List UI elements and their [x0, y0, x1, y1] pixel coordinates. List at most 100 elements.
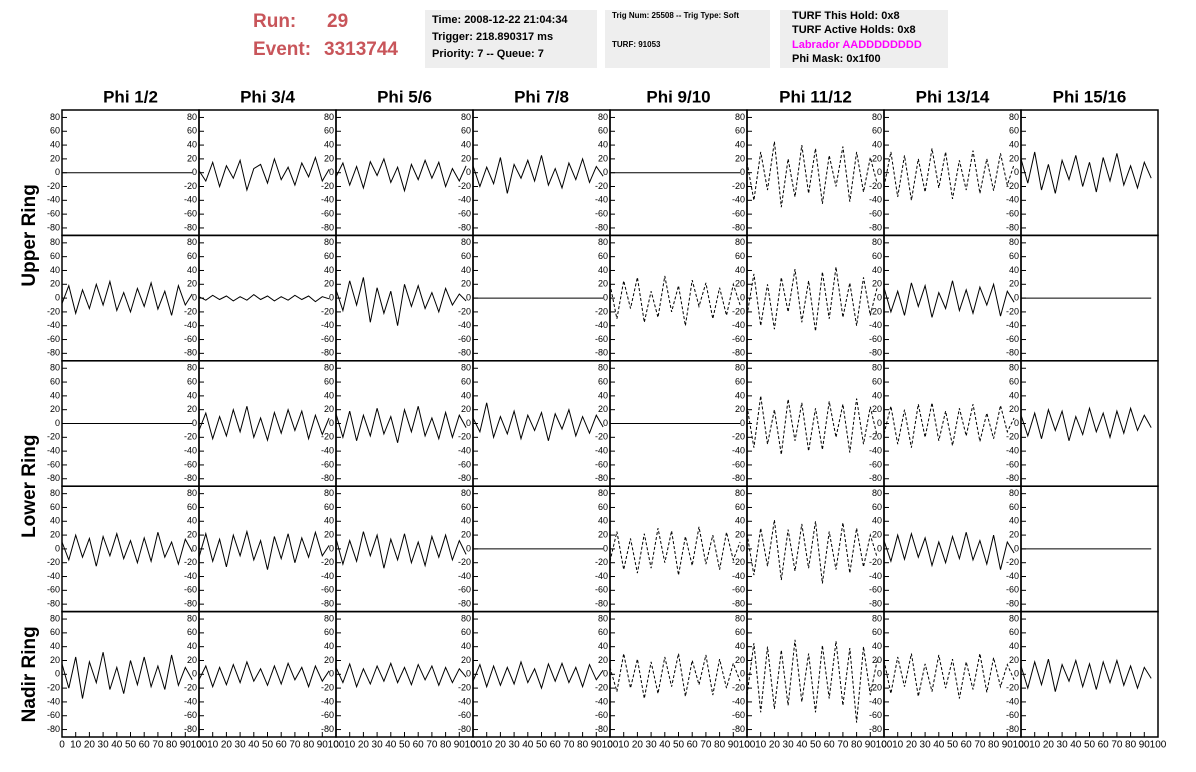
y-tick-label: 40	[461, 390, 471, 400]
waveform	[61, 279, 193, 316]
y-tick-label: 0	[877, 418, 882, 428]
waveform	[746, 519, 878, 584]
y-tick-label: -60	[321, 209, 334, 219]
panel-frame	[746, 360, 885, 487]
y-tick-label: 0	[740, 292, 745, 302]
y-tick-label: -60	[732, 334, 745, 344]
y-tick-label: 0	[329, 669, 334, 679]
y-tick-label: -20	[732, 682, 745, 692]
y-tick-label: 40	[735, 641, 745, 651]
y-tick-label: -60	[732, 209, 745, 219]
y-tick-label: -60	[458, 334, 471, 344]
y-tick-label: -60	[869, 710, 882, 720]
y-tick-label: 60	[187, 126, 197, 136]
panel-frame	[198, 610, 337, 738]
y-tick-label: 0	[603, 669, 608, 679]
y-tick-label: -80	[595, 222, 608, 232]
y-tick-label: 20	[872, 279, 882, 289]
panel-frame	[335, 109, 474, 237]
y-tick-label: 20	[187, 529, 197, 539]
y-tick-label: 80	[461, 363, 471, 373]
x-tick-label: 10	[755, 740, 767, 751]
y-tick-label: 60	[324, 502, 334, 512]
panel-frame	[1020, 610, 1159, 738]
y-tick-label: 80	[187, 363, 197, 373]
y-tick-label: 0	[740, 167, 745, 177]
x-tick-label: 100	[1013, 740, 1030, 751]
y-tick-label: 60	[735, 502, 745, 512]
y-tick-label: -60	[595, 209, 608, 219]
y-tick-label: -40	[321, 320, 334, 330]
x-tick-label: 30	[98, 740, 110, 751]
y-tick-label: 20	[324, 279, 334, 289]
y-tick-label: -60	[869, 334, 882, 344]
y-tick-label: 20	[1009, 529, 1019, 539]
x-tick-label: 20	[632, 740, 644, 751]
x-tick-label: 50	[125, 740, 137, 751]
waveform	[883, 148, 1015, 201]
y-tick-label: -80	[869, 222, 882, 232]
y-tick-label: 20	[324, 153, 334, 163]
x-tick-label: 0	[744, 740, 750, 751]
x-tick-label: 90	[454, 740, 466, 751]
y-tick-label: -20	[1006, 181, 1019, 191]
y-tick-label: -80	[1006, 724, 1019, 734]
x-tick-label: 20	[221, 740, 233, 751]
x-tick-label: 0	[470, 740, 476, 751]
y-tick-label: 80	[187, 112, 197, 122]
x-tick-label: 80	[1125, 740, 1137, 751]
waveform	[1020, 406, 1152, 441]
y-tick-label: 20	[735, 153, 745, 163]
y-tick-label: 0	[329, 167, 334, 177]
column-title: Phi 15/16	[1053, 87, 1127, 106]
x-tick-label: 10	[70, 740, 82, 751]
y-tick-label: 20	[1009, 655, 1019, 665]
waveform	[198, 293, 330, 303]
x-tick-label: 0	[196, 740, 202, 751]
y-tick-label: 20	[735, 279, 745, 289]
y-tick-label: 80	[598, 613, 608, 623]
waveform	[746, 639, 878, 723]
y-tick-label: 80	[187, 613, 197, 623]
y-tick-label: 40	[461, 265, 471, 275]
y-tick-label: 60	[461, 502, 471, 512]
y-tick-label: 80	[735, 613, 745, 623]
waveform	[198, 529, 330, 570]
y-tick-label: -40	[47, 320, 60, 330]
y-tick-label: 60	[598, 376, 608, 386]
y-tick-label: 0	[877, 543, 882, 553]
y-tick-label: -20	[47, 682, 60, 692]
x-tick-label: 20	[906, 740, 918, 751]
y-tick-label: -20	[47, 181, 60, 191]
y-tick-label: 20	[187, 655, 197, 665]
y-tick-label: -60	[184, 209, 197, 219]
waveform	[335, 406, 467, 443]
y-tick-label: -20	[184, 181, 197, 191]
x-tick-label: 40	[248, 740, 260, 751]
y-tick-label: 80	[872, 363, 882, 373]
x-tick-label: 80	[988, 740, 1000, 751]
y-tick-label: 20	[598, 655, 608, 665]
y-tick-label: 80	[872, 237, 882, 247]
y-tick-label: -20	[184, 306, 197, 316]
x-tick-label: 50	[536, 740, 548, 751]
y-tick-label: -80	[47, 724, 60, 734]
y-tick-label: 20	[50, 279, 60, 289]
y-tick-label: 0	[192, 167, 197, 177]
panel-frame	[1020, 109, 1159, 237]
row-label: Nadir Ring	[19, 626, 40, 722]
waveform	[609, 275, 741, 326]
y-tick-label: -20	[595, 181, 608, 191]
panel-frame	[883, 234, 1022, 362]
panel-frame	[335, 360, 474, 487]
x-tick-label: 0	[333, 740, 339, 751]
y-tick-label: -20	[732, 557, 745, 567]
x-tick-label: 70	[289, 740, 301, 751]
x-tick-label: 20	[358, 740, 370, 751]
y-tick-label: 0	[740, 418, 745, 428]
y-tick-label: 0	[603, 167, 608, 177]
x-tick-label: 30	[646, 740, 658, 751]
y-tick-label: 80	[735, 112, 745, 122]
y-tick-label: 0	[192, 418, 197, 428]
column-title: Phi 1/2	[103, 87, 158, 106]
